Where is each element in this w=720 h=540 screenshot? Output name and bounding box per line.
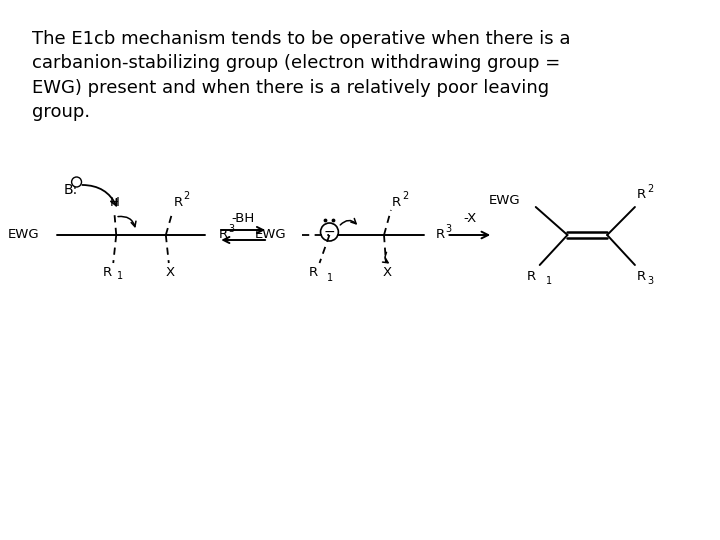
Text: 1: 1 <box>117 271 123 281</box>
Text: R: R <box>103 266 112 279</box>
Text: R: R <box>436 228 445 241</box>
FancyArrowPatch shape <box>382 252 388 263</box>
Text: X: X <box>382 267 392 280</box>
Text: R: R <box>526 271 536 284</box>
Text: 2: 2 <box>402 191 408 201</box>
Text: R: R <box>637 188 646 201</box>
Text: B:: B: <box>63 183 78 197</box>
Text: 2: 2 <box>184 191 190 201</box>
Text: 1: 1 <box>326 273 333 283</box>
Text: EWG: EWG <box>490 194 521 207</box>
Text: 3: 3 <box>228 224 235 234</box>
Text: R: R <box>174 195 183 208</box>
Text: -BH: -BH <box>232 212 255 225</box>
Text: H: H <box>109 195 120 208</box>
FancyArrowPatch shape <box>341 219 356 225</box>
Text: 3: 3 <box>647 276 653 286</box>
Text: R: R <box>308 267 318 280</box>
Text: EWG: EWG <box>255 228 287 241</box>
FancyArrowPatch shape <box>118 217 136 227</box>
Text: 3: 3 <box>446 224 451 234</box>
Text: 2: 2 <box>647 184 653 194</box>
Text: EWG: EWG <box>8 228 40 241</box>
FancyArrowPatch shape <box>82 185 117 206</box>
Text: 1: 1 <box>546 276 552 286</box>
Text: R: R <box>637 271 646 284</box>
Text: R: R <box>392 195 401 208</box>
Text: The E1cb mechanism tends to be operative when there is a
carbanion-stabilizing g: The E1cb mechanism tends to be operative… <box>32 30 570 121</box>
Text: R: R <box>218 228 228 241</box>
Text: -X: -X <box>463 213 477 226</box>
Text: −: − <box>324 225 336 239</box>
Text: X: X <box>165 267 174 280</box>
